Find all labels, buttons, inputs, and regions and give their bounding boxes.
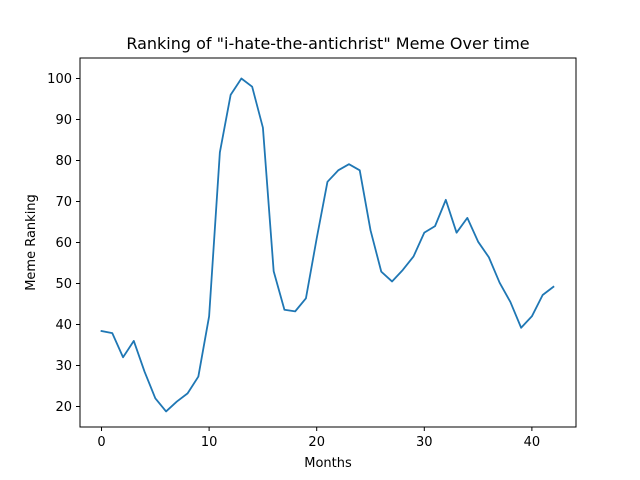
x-tick-label: 30 [416, 435, 433, 450]
x-tick-label: 40 [524, 435, 541, 450]
y-tick-label: 50 [55, 277, 72, 292]
y-tick-label: 40 [55, 318, 72, 333]
y-axis: 20 30 40 50 60 70 80 90 100 [47, 72, 80, 415]
series-line [100, 77, 555, 413]
series-layer [100, 77, 555, 413]
x-axis: 0 10 20 30 40 [97, 427, 540, 450]
y-tick-label: 20 [55, 400, 72, 415]
x-axis-label: Months [304, 456, 352, 471]
x-tick-label: 10 [201, 435, 218, 450]
y-tick-label: 100 [47, 72, 72, 87]
y-tick-label: 70 [55, 195, 72, 210]
axes-frame [79, 57, 577, 428]
y-tick-label: 90 [55, 113, 72, 128]
chart-title: Ranking of "i-hate-the-antichrist" Meme … [126, 34, 529, 53]
y-tick-label: 80 [55, 154, 72, 169]
y-axis-label: Meme Ranking [24, 194, 39, 291]
y-tick-label: 30 [55, 359, 72, 374]
x-tick-label: 0 [97, 435, 105, 450]
x-tick-label: 20 [308, 435, 325, 450]
y-tick-label: 60 [55, 236, 72, 251]
plot-area: 0 10 20 30 40 20 30 40 50 60 70 80 90 100 [47, 57, 577, 450]
